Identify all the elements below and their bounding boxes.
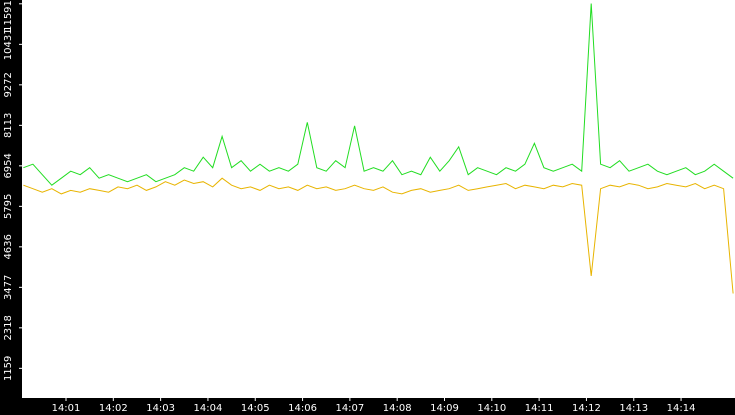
series-line [23, 177, 734, 294]
x-tick-label: 14:08 [383, 403, 412, 414]
x-tick-label: 14:05 [241, 403, 270, 414]
y-tick-label: 10431 [3, 28, 14, 60]
y-tick-label: 9272 [3, 72, 14, 97]
x-tick-label: 14:03 [146, 403, 175, 414]
x-tick-label: 14:11 [525, 403, 554, 414]
x-tick-label: 14:04 [194, 403, 223, 414]
y-tick-label: 1159 [3, 356, 14, 381]
y-tick-label: 5795 [3, 194, 14, 219]
plot-area [22, 0, 735, 398]
x-tick-label: 14:01 [52, 403, 81, 414]
x-tick-label: 14:06 [288, 403, 317, 414]
x-tick-label: 14:09 [430, 403, 459, 414]
y-tick-label: 4636 [3, 234, 14, 259]
x-tick-label: 14:12 [572, 403, 601, 414]
y-tick-label: 8113 [3, 113, 14, 138]
x-tick-label: 14:02 [99, 403, 128, 414]
x-tick-label: 14:13 [619, 403, 648, 414]
x-tick-label: 14:14 [667, 403, 696, 414]
y-tick-label: 11591 [3, 0, 14, 32]
y-tick-label: 6954 [3, 153, 14, 178]
x-tick-label: 14:07 [335, 403, 364, 414]
series-line [23, 3, 734, 186]
x-tick-label: 14:10 [477, 403, 506, 414]
y-tick-label: 3477 [3, 275, 14, 300]
y-tick-label: 2318 [3, 315, 14, 340]
